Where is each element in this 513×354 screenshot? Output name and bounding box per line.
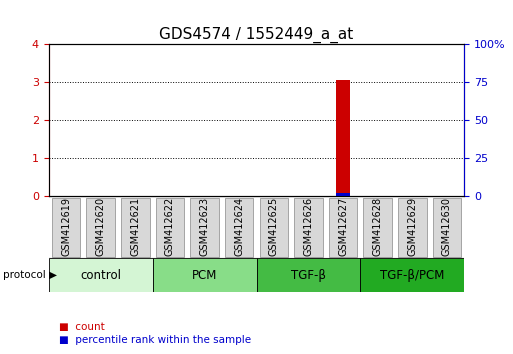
Text: TGF-β: TGF-β [291, 269, 326, 282]
FancyBboxPatch shape [190, 198, 219, 257]
Text: GSM412625: GSM412625 [269, 196, 279, 256]
Text: ■  percentile rank within the sample: ■ percentile rank within the sample [59, 335, 251, 345]
FancyBboxPatch shape [49, 258, 153, 292]
FancyBboxPatch shape [52, 198, 80, 257]
FancyBboxPatch shape [225, 198, 253, 257]
Text: protocol ▶: protocol ▶ [3, 270, 56, 280]
Text: GSM412620: GSM412620 [96, 196, 106, 256]
FancyBboxPatch shape [260, 198, 288, 257]
FancyBboxPatch shape [433, 198, 461, 257]
FancyBboxPatch shape [87, 198, 115, 257]
Text: GSM412619: GSM412619 [61, 197, 71, 256]
FancyBboxPatch shape [121, 198, 149, 257]
Text: GSM412627: GSM412627 [338, 196, 348, 256]
Text: GSM412623: GSM412623 [200, 196, 209, 256]
Text: GSM412628: GSM412628 [373, 196, 383, 256]
Text: GSM412626: GSM412626 [304, 196, 313, 256]
Text: GSM412621: GSM412621 [130, 196, 140, 256]
Title: GDS4574 / 1552449_a_at: GDS4574 / 1552449_a_at [160, 27, 353, 43]
FancyBboxPatch shape [398, 198, 426, 257]
FancyBboxPatch shape [329, 198, 357, 257]
FancyBboxPatch shape [364, 198, 392, 257]
Text: GSM412624: GSM412624 [234, 196, 244, 256]
Text: PCM: PCM [192, 269, 217, 282]
Bar [336, 193, 350, 196]
Text: GSM412630: GSM412630 [442, 197, 452, 256]
Bar [336, 80, 350, 196]
Text: GSM412622: GSM412622 [165, 196, 175, 256]
Text: TGF-β/PCM: TGF-β/PCM [380, 269, 444, 282]
FancyBboxPatch shape [294, 198, 323, 257]
Text: ■  count: ■ count [59, 322, 105, 332]
FancyBboxPatch shape [153, 258, 256, 292]
FancyBboxPatch shape [156, 198, 184, 257]
FancyBboxPatch shape [256, 258, 360, 292]
FancyBboxPatch shape [360, 258, 464, 292]
Text: control: control [80, 269, 121, 282]
Text: GSM412629: GSM412629 [407, 196, 417, 256]
